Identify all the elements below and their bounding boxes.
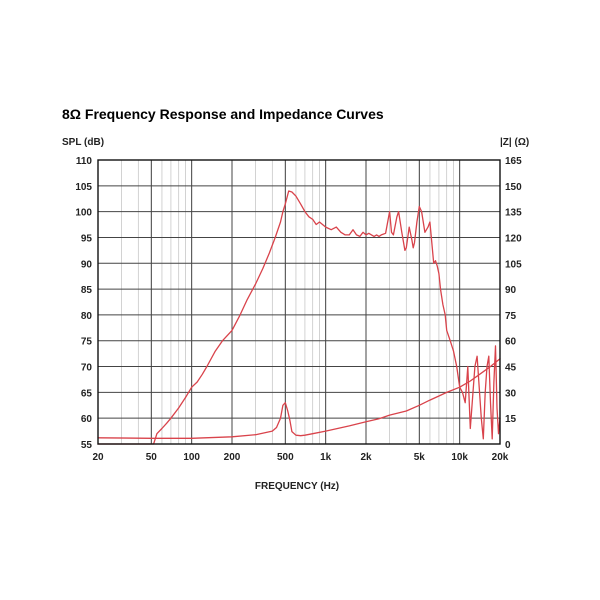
x-tick-label: 50 — [146, 452, 158, 463]
y-tick-label-right: 45 — [505, 363, 517, 374]
y-tick-label-right: 15 — [505, 414, 517, 425]
x-tick-label: 200 — [224, 452, 241, 463]
spl-curve — [97, 190, 501, 445]
impedance-curve — [97, 358, 501, 439]
y-axis-label-right: |Z| (Ω) — [500, 137, 529, 148]
y-tick-label-right: 135 — [505, 208, 522, 219]
ticks-layer: 1101051009590858075706560551651501351201… — [75, 156, 522, 463]
x-tick-label: 500 — [277, 452, 294, 463]
y-tick-label-left: 80 — [81, 311, 93, 322]
y-tick-label-left: 95 — [81, 233, 93, 244]
y-tick-label-left: 100 — [75, 208, 92, 219]
y-tick-label-left: 70 — [81, 363, 93, 374]
plot-border — [97, 159, 501, 445]
x-tick-label: 5k — [414, 452, 426, 463]
y-tick-label-left: 110 — [76, 156, 93, 167]
x-axis-label: FREQUENCY (Hz) — [255, 481, 339, 492]
x-tick-label: 20k — [492, 452, 509, 463]
x-tick-label: 2k — [360, 452, 372, 463]
y-tick-label-right: 165 — [505, 156, 522, 167]
y-tick-label-right: 150 — [505, 182, 522, 193]
y-tick-label-left: 105 — [75, 182, 92, 193]
y-tick-label-left: 75 — [81, 337, 93, 348]
y-axis-label-left: SPL (dB) — [62, 137, 104, 148]
y-tick-label-left: 85 — [81, 285, 93, 296]
series-layer — [97, 190, 501, 445]
y-tick-label-left: 65 — [81, 388, 93, 399]
y-tick-label-right: 30 — [505, 388, 517, 399]
x-tick-label: 20 — [92, 452, 104, 463]
y-tick-label-right: 0 — [505, 440, 511, 451]
y-tick-label-right: 60 — [505, 337, 517, 348]
y-tick-label-left: 60 — [81, 414, 93, 425]
x-tick-label: 10k — [451, 452, 468, 463]
y-tick-label-right: 120 — [505, 233, 522, 244]
y-tick-label-left: 55 — [81, 440, 93, 451]
y-tick-label-left: 90 — [81, 259, 93, 270]
y-tick-label-right: 75 — [505, 311, 517, 322]
chart-title: 8Ω Frequency Response and Impedance Curv… — [62, 106, 384, 122]
x-tick-label: 1k — [320, 452, 332, 463]
plot-area — [98, 160, 500, 444]
y-tick-label-right: 90 — [505, 285, 517, 296]
y-tick-label-right: 105 — [505, 259, 522, 270]
x-tick-label: 100 — [183, 452, 200, 463]
